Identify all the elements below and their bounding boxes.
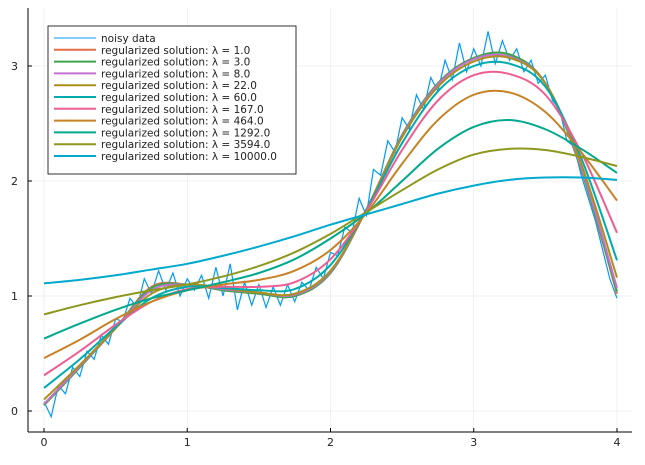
legend-label: regularized solution: λ = 10000.0 (101, 151, 277, 163)
x-tick-label: 0 (41, 436, 48, 449)
x-tick-label: 2 (327, 436, 334, 449)
legend-label: regularized solution: λ = 8.0 (101, 68, 250, 80)
y-tick-label: 2 (11, 175, 18, 188)
y-tick-label: 1 (11, 290, 18, 303)
y-tick-label: 0 (11, 405, 18, 418)
legend-label: regularized solution: λ = 167.0 (101, 104, 264, 116)
legend-label: regularized solution: λ = 3.0 (101, 57, 250, 69)
x-tick-label: 1 (184, 436, 191, 449)
legend-label: noisy data (101, 33, 156, 45)
legend-label: regularized solution: λ = 464.0 (101, 116, 264, 128)
series-line-9 (43, 176, 618, 285)
series-line-3 (43, 55, 618, 401)
x-tick-label: 3 (470, 436, 477, 449)
series-line-7 (43, 119, 618, 340)
series-line-4 (43, 60, 618, 389)
y-tick-label: 3 (11, 60, 18, 73)
series-line-6 (43, 89, 618, 359)
legend-label: regularized solution: λ = 3594.0 (101, 139, 270, 151)
series-line-8 (43, 147, 618, 316)
legend-label: regularized solution: λ = 22.0 (101, 80, 257, 92)
x-tick-label: 4 (614, 436, 621, 449)
legend-label: regularized solution: λ = 1292.0 (101, 127, 270, 139)
legend-label: regularized solution: λ = 1.0 (101, 45, 250, 57)
legend-label: regularized solution: λ = 60.0 (101, 92, 257, 104)
